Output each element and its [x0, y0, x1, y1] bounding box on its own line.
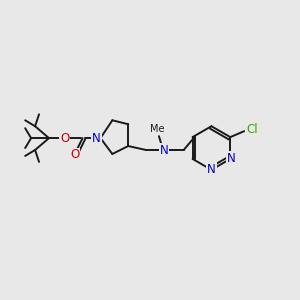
Text: Me: Me	[150, 124, 164, 134]
Text: O: O	[70, 148, 79, 161]
Text: N: N	[160, 143, 168, 157]
Text: O: O	[60, 132, 69, 145]
Text: N: N	[207, 163, 216, 176]
Text: N: N	[92, 132, 101, 145]
Text: Cl: Cl	[246, 123, 258, 136]
Text: N: N	[227, 152, 236, 165]
